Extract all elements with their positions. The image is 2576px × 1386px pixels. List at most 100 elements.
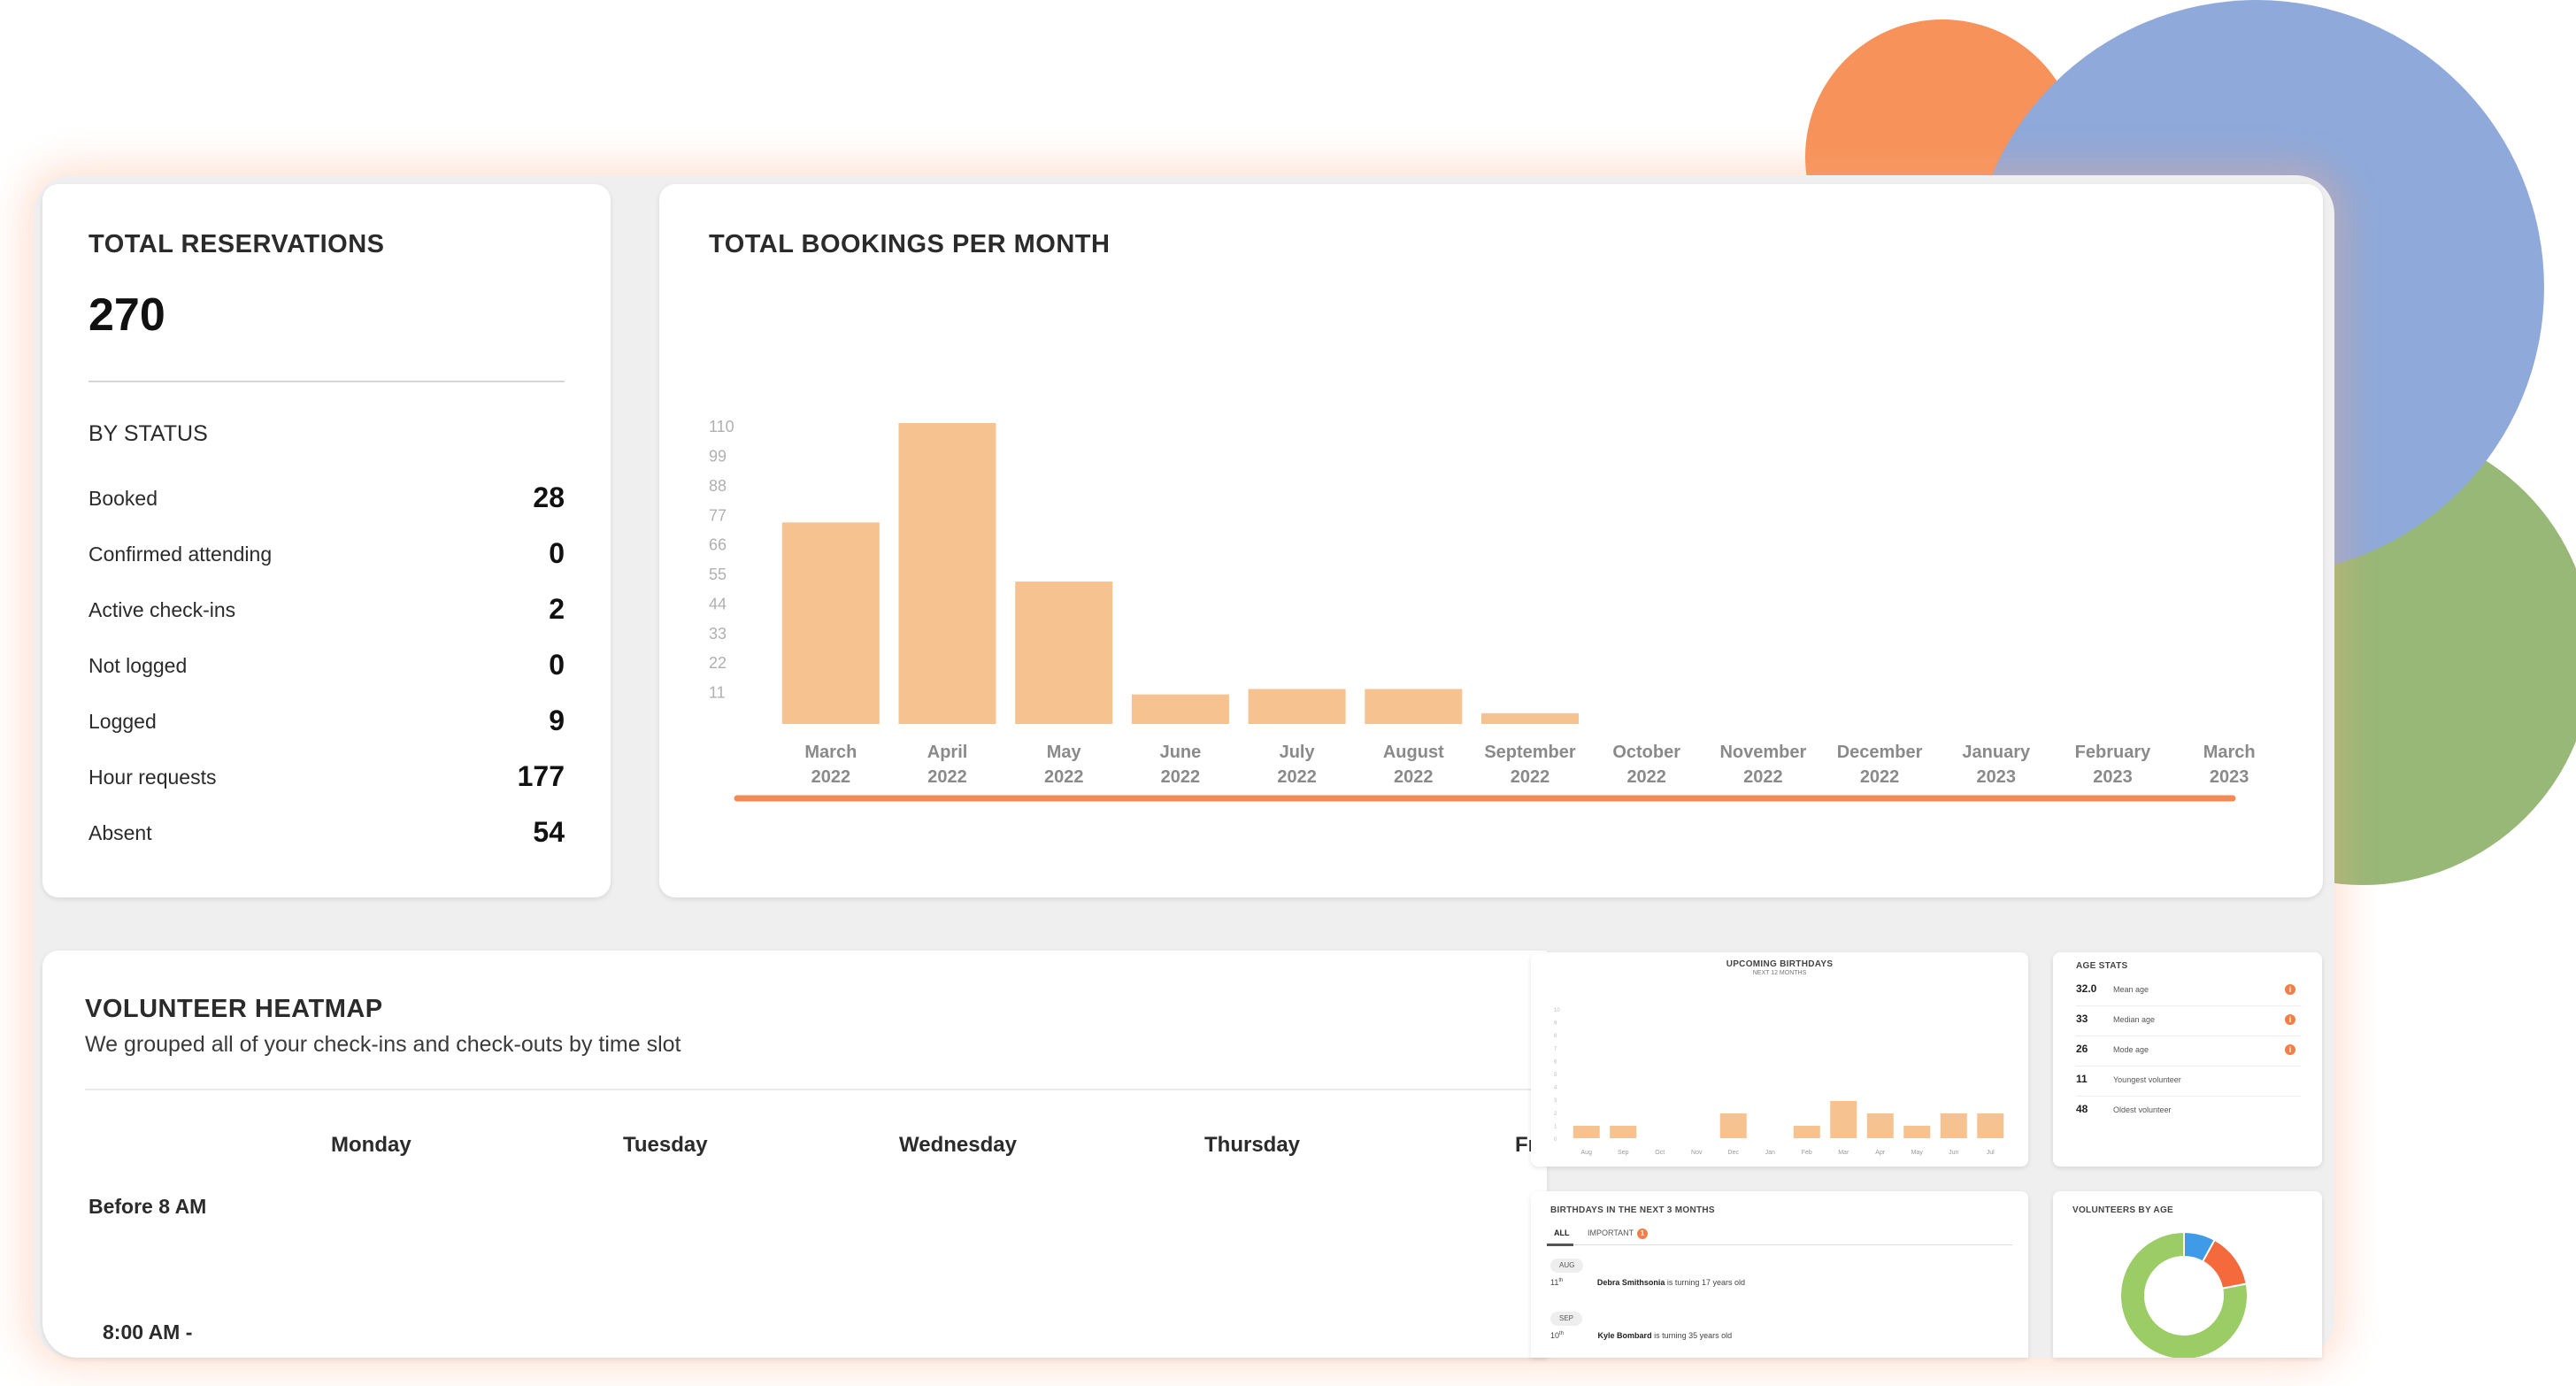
bar[interactable]: [1940, 1113, 1967, 1138]
bar[interactable]: [898, 423, 996, 724]
status-value: 2: [549, 593, 565, 625]
status-row-logged[interactable]: Logged 9: [88, 705, 565, 740]
age-stat-row: 26 Mode age i: [2076, 1036, 2301, 1066]
y-tick-label: 88: [709, 477, 727, 495]
bar[interactable]: [1481, 712, 1579, 724]
birthday-name: Kyle Bombard: [1597, 1331, 1652, 1340]
reservations-total: 270: [88, 289, 165, 341]
day-header-monday: Monday: [331, 1133, 411, 1157]
y-tick-label: 55: [709, 566, 727, 583]
x-tick-label: Jan: [1765, 1150, 1775, 1156]
x-tick-label: Feb: [1802, 1150, 1812, 1156]
donut-slice[interactable]: [2119, 1230, 2249, 1358]
active-tab-indicator: [1547, 1244, 1573, 1246]
bar[interactable]: [1830, 1101, 1857, 1138]
status-label: Not logged: [88, 654, 188, 677]
birthday-day-suffix: th: [1558, 1278, 1564, 1283]
y-tick-label: 8: [1554, 1034, 1557, 1039]
age-stat-row: 11 Youngest volunteer: [2076, 1066, 2301, 1097]
reservations-title: TOTAL RESERVATIONS: [88, 230, 385, 258]
x-tick-label: Jul: [1987, 1150, 1995, 1156]
age-stat-label: Youngest volunteer: [2113, 1075, 2181, 1084]
x-tick-label: 2022: [1161, 767, 1201, 787]
tab-all[interactable]: ALL: [1554, 1228, 1570, 1237]
volunteers-by-age-donut: [2119, 1230, 2249, 1358]
x-tick-label: Mar: [1838, 1150, 1849, 1156]
status-row-hour-requests[interactable]: Hour requests 177: [88, 760, 565, 796]
upcoming-birthdays-subtitle: NEXT 12 MONTHS: [1752, 970, 1807, 976]
bar[interactable]: [1977, 1113, 2004, 1138]
bar[interactable]: [1610, 1126, 1637, 1138]
x-tick-label: May: [1911, 1150, 1924, 1156]
age-stats-card: AGE STATS 32.0 Mean age i 33 Median age …: [2053, 952, 2322, 1167]
x-tick-label: March: [2203, 743, 2256, 762]
age-stat-value: 33: [2076, 1013, 2088, 1025]
y-tick-label: 3: [1554, 1098, 1557, 1104]
x-tick-label: 2022: [811, 767, 851, 787]
bar[interactable]: [1719, 1113, 1747, 1138]
x-tick-label: Dec: [1728, 1150, 1740, 1156]
upcoming-birthdays-card: UPCOMING BIRTHDAYS NEXT 12 MONTHS 0 1 2 3 4 5…: [1531, 952, 2028, 1167]
x-tick-label: 2022: [1860, 767, 1900, 787]
x-tick-label: 2022: [1277, 767, 1317, 787]
x-tick-label: 2022: [1394, 767, 1434, 787]
bar[interactable]: [1248, 689, 1346, 724]
x-tick-label: 2023: [1977, 767, 2017, 787]
x-tick-label: Aug: [1581, 1150, 1593, 1156]
status-label: Logged: [88, 710, 157, 733]
time-slot-8am: 8:00 AM -: [103, 1321, 193, 1344]
x-tick-label: June: [1160, 743, 1202, 762]
y-tick-label: 33: [709, 625, 727, 643]
bar[interactable]: [1131, 694, 1229, 724]
age-stat-value: 48: [2076, 1103, 2088, 1115]
heatmap-subtitle: We grouped all of your check-ins and che…: [85, 1032, 681, 1057]
y-tick-label: 10: [1554, 1008, 1560, 1013]
bar[interactable]: [1365, 689, 1463, 724]
birthday-entry[interactable]: 10th Kyle Bombard is turning 35 years ol…: [1550, 1331, 1732, 1340]
status-value: 177: [517, 760, 565, 792]
info-icon[interactable]: i: [2285, 1014, 2295, 1025]
y-tick-label: 110: [709, 418, 734, 435]
birthday-day: 11: [1550, 1278, 1559, 1287]
birthday-entry[interactable]: 11th Debra Smithsonia is turning 17 year…: [1550, 1278, 1745, 1287]
x-tick-label: December: [1837, 743, 1923, 762]
age-stat-row: 33 Median age i: [2076, 1005, 2301, 1036]
status-row-not-logged[interactable]: Not logged 0: [88, 649, 565, 684]
bar[interactable]: [1793, 1126, 1820, 1138]
x-tick-label: Jun: [1949, 1150, 1958, 1156]
bar[interactable]: [781, 522, 880, 724]
age-stat-label: Mean age: [2113, 985, 2149, 994]
y-tick-label: 7: [1554, 1047, 1557, 1052]
age-stat-label: Oldest volunteer: [2113, 1105, 2172, 1114]
bar[interactable]: [1903, 1126, 1931, 1138]
volunteers-by-age-card: VOLUNTEERS BY AGE: [2053, 1191, 2322, 1358]
status-row-confirmed-attending[interactable]: Confirmed attending 0: [88, 537, 565, 573]
bar[interactable]: [1866, 1113, 1894, 1138]
status-row-absent[interactable]: Absent 54: [88, 816, 565, 851]
info-icon[interactable]: i: [2285, 1044, 2295, 1055]
status-label: Confirmed attending: [88, 543, 273, 566]
status-row-active-check-ins[interactable]: Active check-ins 2: [88, 593, 565, 628]
birthday-name: Debra Smithsonia: [1596, 1278, 1665, 1287]
age-stat-label: Mode age: [2113, 1045, 2149, 1054]
upcoming-birthdays-chart: 0 1 2 3 4 5 6 7 8 9 10 Aug Sep Oct Nov Dec Jan Feb Mar Apr M…: [1554, 1008, 2004, 1156]
info-icon[interactable]: i: [2285, 984, 2295, 995]
x-tick-label: March: [804, 743, 857, 762]
status-row-booked[interactable]: Booked 28: [88, 481, 565, 517]
upcoming-birthdays-title: UPCOMING BIRTHDAYS: [1726, 959, 1834, 969]
bar[interactable]: [1015, 581, 1113, 724]
birthday-text: is turning 35 years old: [1654, 1331, 1733, 1340]
x-tick-label: Apr: [1875, 1150, 1886, 1156]
bar[interactable]: [1573, 1126, 1600, 1138]
x-tick-label: Sep: [1618, 1150, 1629, 1156]
heatmap-title: VOLUNTEER HEATMAP: [85, 995, 383, 1023]
day-header-wednesday: Wednesday: [899, 1133, 1017, 1157]
age-stat-value: 32.0: [2076, 982, 2097, 995]
status-value: 9: [549, 705, 565, 736]
y-tick-label: 2: [1554, 1112, 1557, 1117]
x-tick-label: October: [1612, 743, 1680, 762]
tab-important[interactable]: IMPORTANT: [1588, 1228, 1634, 1237]
x-tick-label: 2022: [1511, 767, 1550, 787]
y-tick-label: 22: [709, 654, 727, 672]
by-status-heading: BY STATUS: [88, 421, 208, 446]
